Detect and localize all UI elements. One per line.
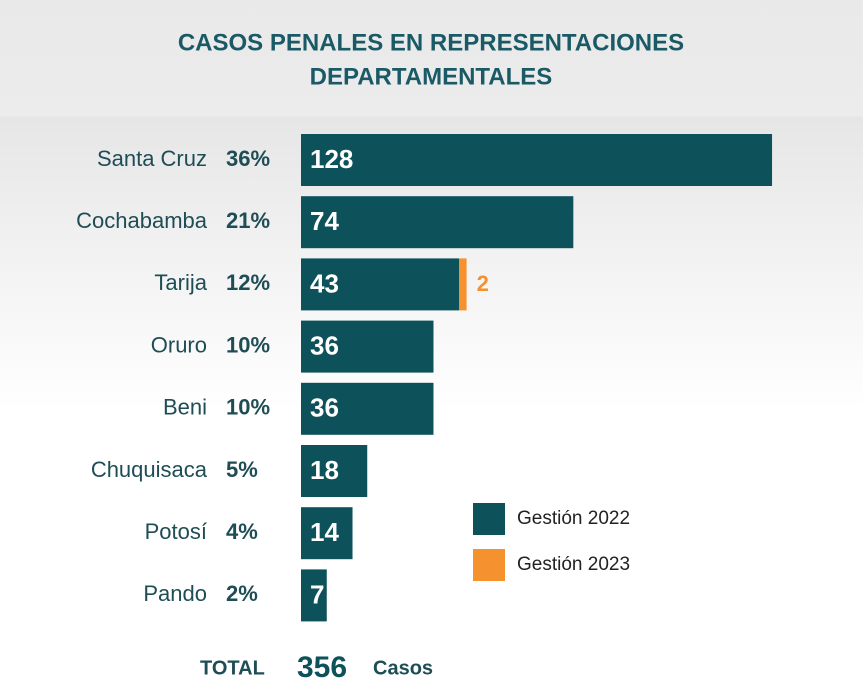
bar <box>301 569 327 622</box>
percentage-label: 36% <box>226 146 270 171</box>
category-label: Pando <box>143 581 207 606</box>
bar <box>301 196 574 249</box>
category-label: Oruro <box>151 332 207 357</box>
legend-label: Gestión 2023 <box>517 554 630 575</box>
data-label: 128 <box>310 144 353 174</box>
data-label: 74 <box>310 206 339 236</box>
category-label: Beni <box>163 395 207 420</box>
bar <box>459 258 467 311</box>
percentage-label: 2% <box>226 581 258 606</box>
data-label: 43 <box>310 268 339 298</box>
data-label: 18 <box>310 455 339 485</box>
legend-swatch <box>473 549 505 581</box>
category-label: Santa Cruz <box>97 146 207 171</box>
percentage-label: 4% <box>226 519 258 544</box>
legend-label: Gestión 2022 <box>517 508 630 529</box>
category-label: Chuquisaca <box>91 457 208 482</box>
bar <box>301 258 460 311</box>
total-value: 356 <box>297 651 347 684</box>
legend-swatch <box>473 503 505 535</box>
bar <box>301 382 434 435</box>
category-label: Cochabamba <box>76 208 208 233</box>
total-label: TOTAL <box>200 657 265 679</box>
data-label: 14 <box>310 517 339 547</box>
bar <box>301 134 773 186</box>
data-label: 7 <box>310 579 324 609</box>
percentage-label: 21% <box>226 208 270 233</box>
chart-title: DEPARTAMENTALES <box>310 63 553 90</box>
category-label: Potosí <box>145 519 207 544</box>
bar <box>301 320 434 373</box>
percentage-label: 10% <box>226 395 270 420</box>
category-label: Tarija <box>154 270 207 295</box>
bar <box>301 445 368 497</box>
data-label: 2 <box>477 271 489 296</box>
percentage-label: 12% <box>226 270 270 295</box>
bar <box>301 507 353 560</box>
data-label: 36 <box>310 393 339 423</box>
percentage-label: 5% <box>226 457 258 482</box>
total-unit: Casos <box>373 657 433 679</box>
chart-title: CASOS PENALES EN REPRESENTACIONES <box>178 29 684 56</box>
data-label: 36 <box>310 330 339 360</box>
percentage-label: 10% <box>226 332 270 357</box>
